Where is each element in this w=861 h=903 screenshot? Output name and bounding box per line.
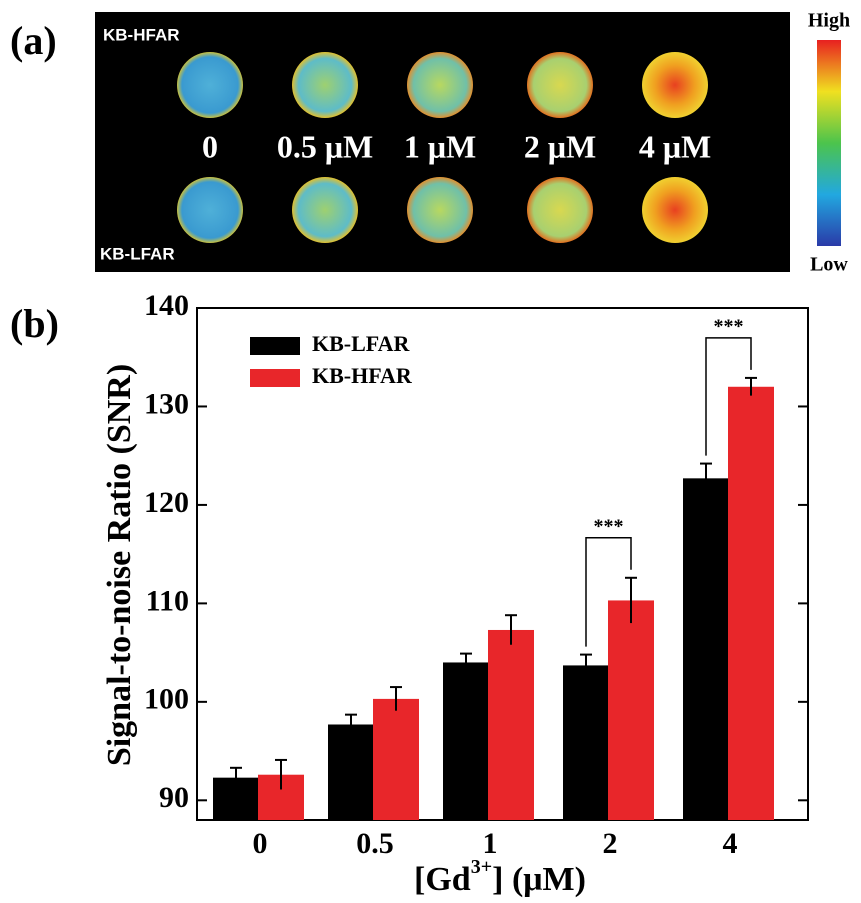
y-tick-label: 140 [144, 289, 189, 322]
row-label: KB-LFAR [100, 244, 175, 263]
panel-a: (a) KB-HFAR KB-LFAR High Low 0 0.5 μM 1 μM… [10, 10, 850, 276]
x-tick-label: 0.5 [356, 827, 394, 860]
bar [683, 478, 729, 820]
sample-disc [642, 177, 708, 243]
concentration-label: 0 [202, 128, 218, 164]
legend-swatch [250, 337, 300, 355]
legend-label: KB-LFAR [312, 331, 410, 356]
sample-disc [177, 177, 243, 243]
sample-disc [177, 52, 243, 118]
sample-disc [407, 52, 473, 118]
sample-disc [407, 177, 473, 243]
y-tick-label: 130 [144, 387, 189, 420]
colorbar-label: Low [810, 254, 848, 276]
significance-label: *** [714, 316, 744, 338]
x-tick-label: 4 [723, 827, 738, 860]
sample-disc [292, 52, 358, 118]
concentration-label: 2 μM [524, 128, 596, 164]
sample-disc [527, 177, 593, 243]
x-tick-label: 1 [483, 827, 498, 860]
bar [563, 665, 609, 820]
panel-b: (b) Signal-to-noise Ratio (SNR) [Gd3+] (… [10, 289, 808, 898]
sample-disc [527, 52, 593, 118]
y-tick-label: 120 [144, 486, 189, 519]
figure: (a) KB-HFAR KB-LFAR High Low 0 0.5 μM 1 μM… [0, 0, 861, 903]
y-axis-label: Signal-to-noise Ratio (SNR) [101, 364, 138, 766]
y-tick-label: 100 [144, 683, 189, 716]
x-tick-label: 0 [253, 827, 268, 860]
legend-label: KB-HFAR [312, 363, 413, 388]
row-label: KB-HFAR [103, 25, 180, 44]
bar [608, 600, 654, 820]
colorbar [817, 40, 841, 246]
concentration-label: 0.5 μM [277, 128, 373, 164]
concentration-label: 1 μM [404, 128, 476, 164]
bar [373, 699, 419, 820]
significance-label: *** [594, 515, 624, 537]
colorbar-label: High [808, 10, 850, 32]
panel-label: (a) [10, 18, 57, 63]
legend-swatch [250, 369, 300, 387]
bar [328, 724, 374, 820]
bar [443, 662, 489, 820]
x-label-part: [Gd [414, 861, 471, 898]
concentration-label: 4 μM [639, 128, 711, 164]
bar [488, 630, 534, 820]
x-tick-label: 2 [603, 827, 618, 860]
x-axis-label: [Gd3+] (μM) [414, 856, 586, 898]
sample-disc [642, 52, 708, 118]
x-label-part: ] (μM) [492, 861, 586, 898]
y-tick-label: 90 [159, 781, 189, 814]
y-tick-label: 110 [146, 584, 189, 617]
panel-label: (b) [10, 301, 59, 346]
sample-disc [292, 177, 358, 243]
bar [728, 387, 774, 820]
